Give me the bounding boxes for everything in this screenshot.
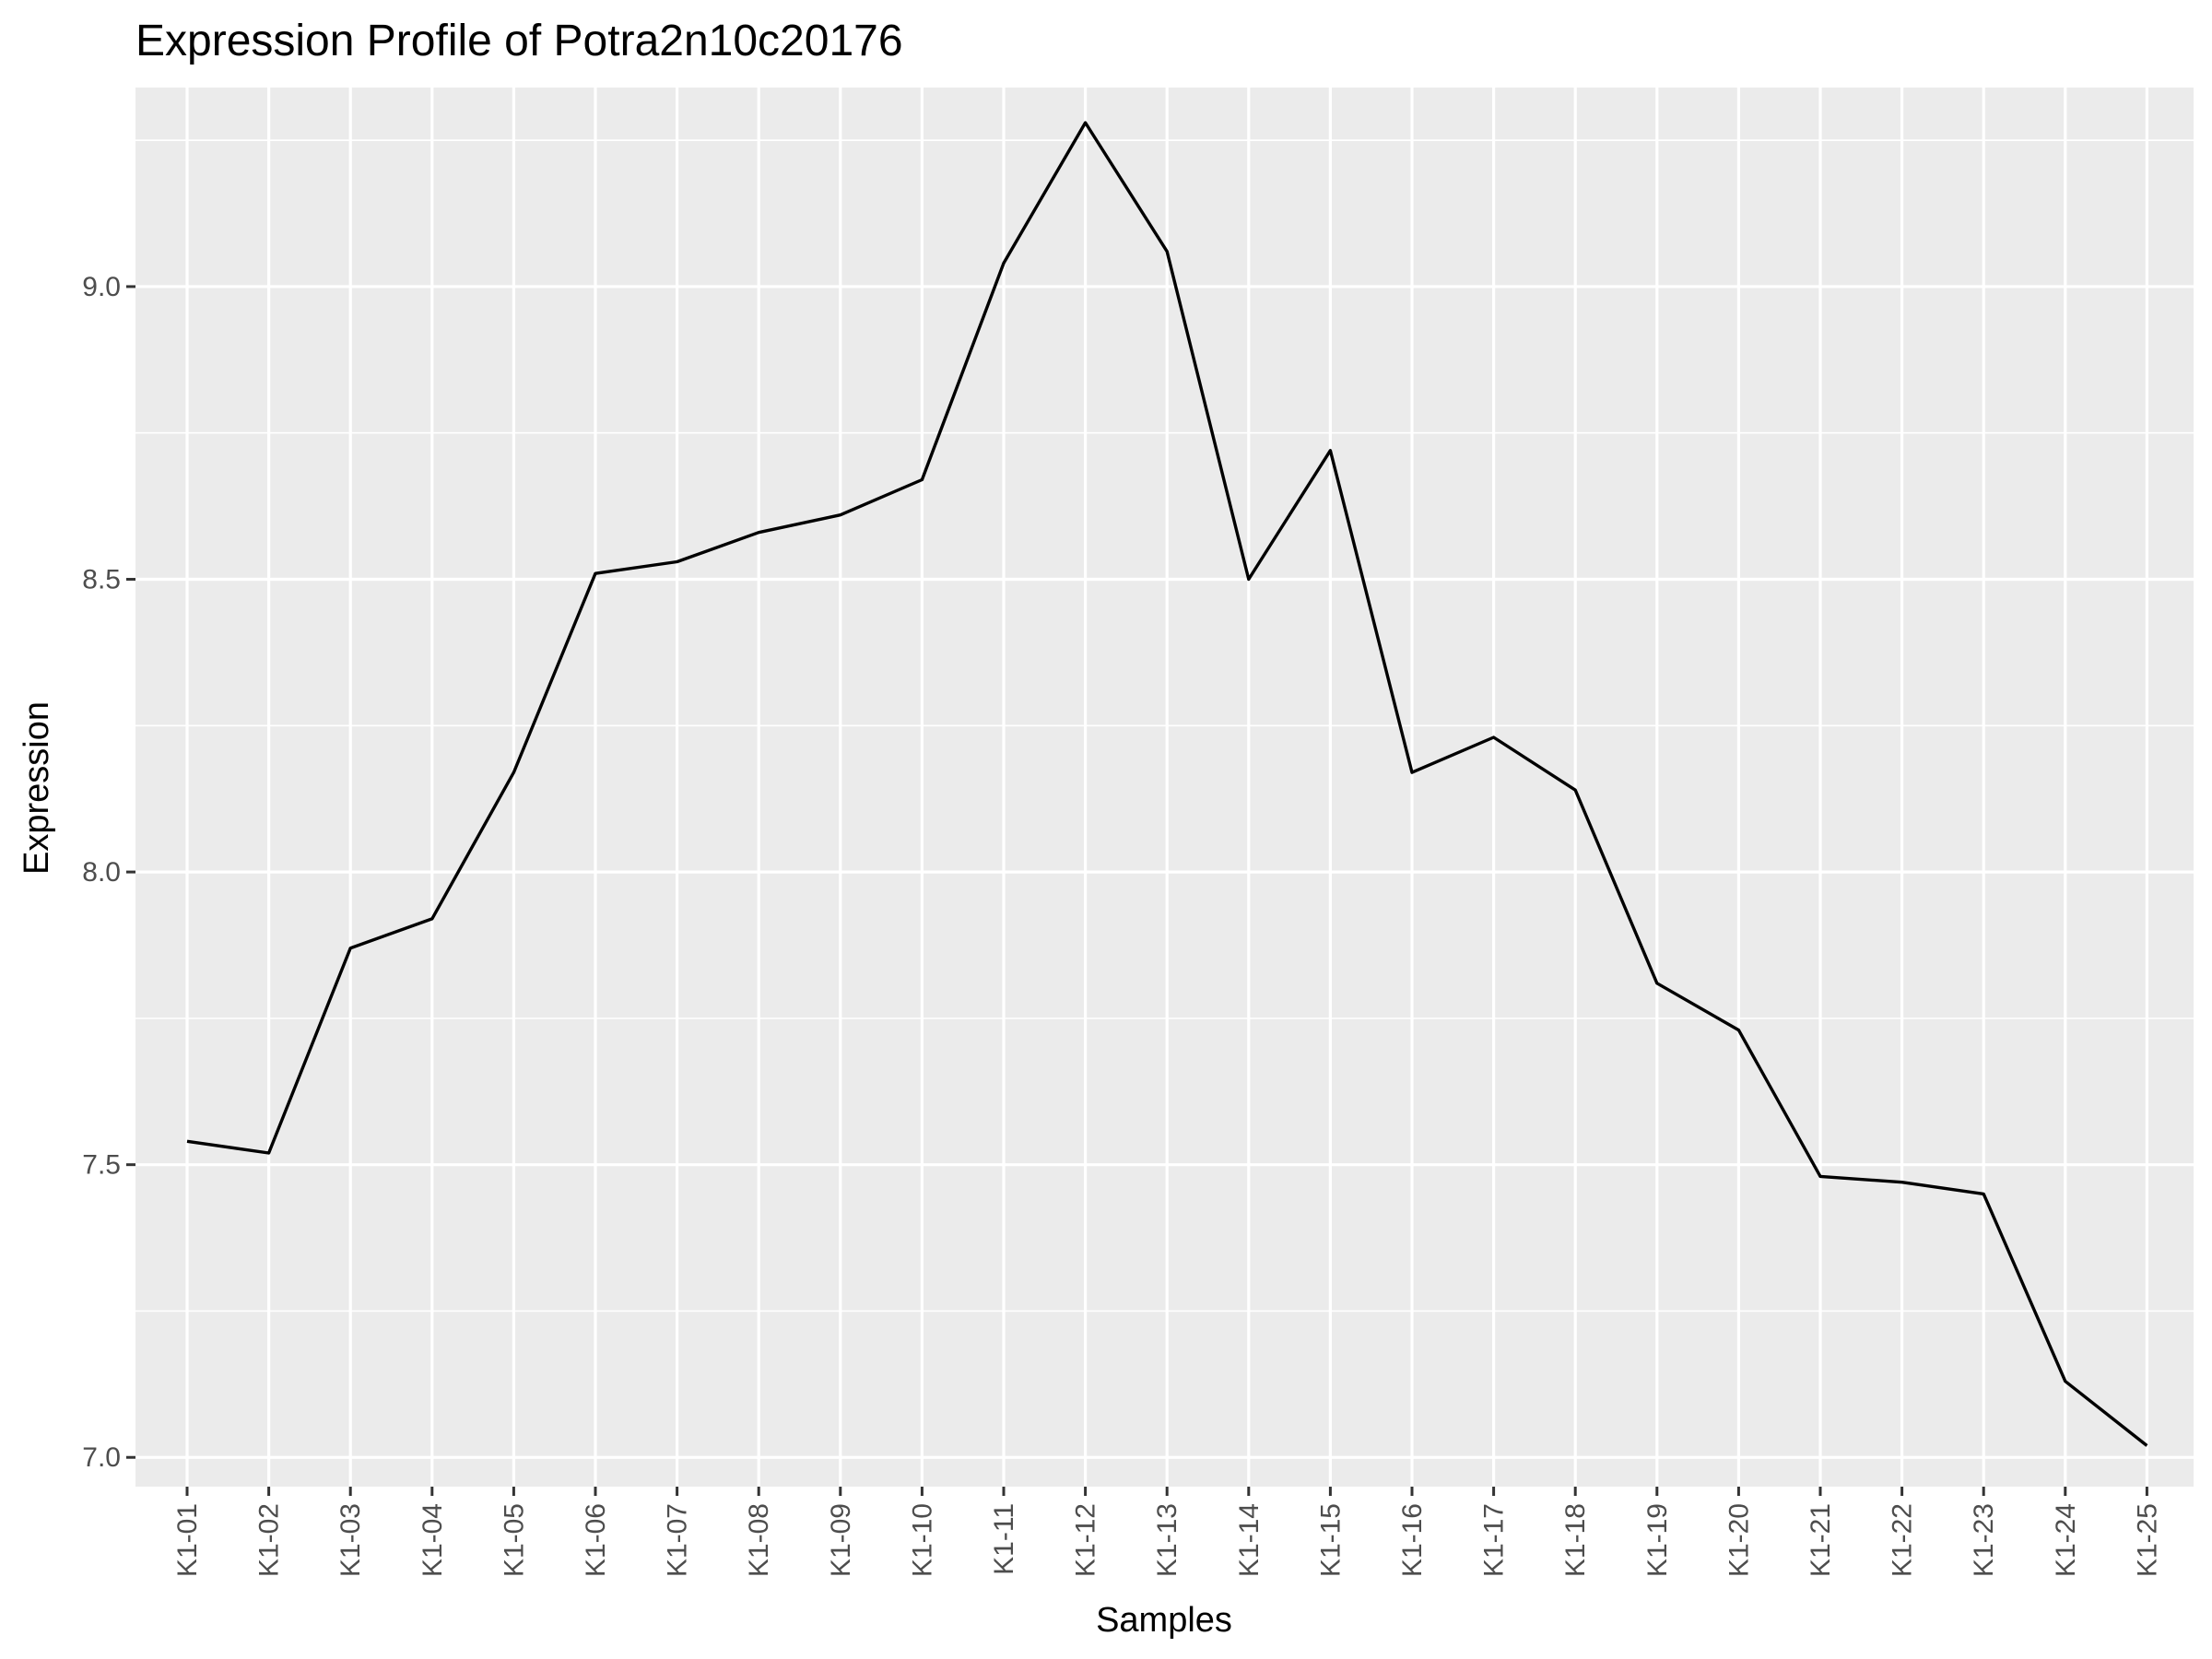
x-tick-label: K1-04 xyxy=(418,1503,448,1577)
x-tick-label: K1-19 xyxy=(1642,1503,1673,1577)
y-tick-label: 7.0 xyxy=(82,1442,121,1473)
x-tick-label: K1-18 xyxy=(1560,1503,1591,1577)
major-grid-lines xyxy=(135,88,2194,1487)
x-axis-title: Samples xyxy=(1096,1601,1232,1640)
x-tick-label: K1-21 xyxy=(1806,1503,1836,1577)
x-tick-label: K1-10 xyxy=(907,1503,937,1577)
y-tick-label: 8.5 xyxy=(82,565,121,595)
x-tick-label: K1-12 xyxy=(1071,1503,1101,1577)
x-tick-label: K1-08 xyxy=(744,1503,774,1577)
x-tick-label: K1-09 xyxy=(826,1503,856,1577)
minor-grid-lines xyxy=(135,139,2194,1312)
y-tick-label: 7.5 xyxy=(82,1150,121,1181)
x-tick-label: K1-01 xyxy=(172,1503,203,1577)
series-line xyxy=(186,121,2148,1447)
y-axis-title: Expression xyxy=(18,701,56,875)
x-tick-label: K1-22 xyxy=(1888,1503,1918,1577)
x-tick-label: K1-15 xyxy=(1315,1503,1346,1577)
y-tick-label: 8.0 xyxy=(82,857,121,888)
x-axis: K1-01 K1-02 K1-03 K1-04 K1-05 K1-06 K1-07 K1-08… xyxy=(172,1487,2162,1577)
x-tick-label: K1-20 xyxy=(1724,1503,1754,1577)
x-tick-label: K1-02 xyxy=(254,1503,285,1577)
x-tick-label: K1-23 xyxy=(1969,1503,1999,1577)
x-tick-label: K1-03 xyxy=(335,1503,366,1577)
plot-panel xyxy=(135,88,2194,1487)
x-tick-label: K1-05 xyxy=(499,1503,529,1577)
series-layer xyxy=(186,121,2148,1447)
chart-title: Expression Profile of Potra2n10c20176 xyxy=(135,17,903,65)
x-tick-label: K1-14 xyxy=(1234,1503,1265,1577)
y-axis: 7.0 7.5 8.0 8.5 9.0 xyxy=(82,272,135,1473)
x-tick-label: K1-16 xyxy=(1397,1503,1428,1577)
x-tick-label: K1-24 xyxy=(2051,1503,2081,1577)
y-tick-label: 9.0 xyxy=(82,272,121,302)
x-tick-label: K1-13 xyxy=(1152,1503,1182,1577)
x-tick-label: K1-17 xyxy=(1479,1503,1510,1577)
x-tick-label: K1-06 xyxy=(581,1503,611,1577)
x-tick-label: K1-07 xyxy=(663,1503,693,1577)
x-tick-label: K1-25 xyxy=(2132,1503,2162,1577)
x-tick-label: K1-11 xyxy=(989,1503,1019,1575)
